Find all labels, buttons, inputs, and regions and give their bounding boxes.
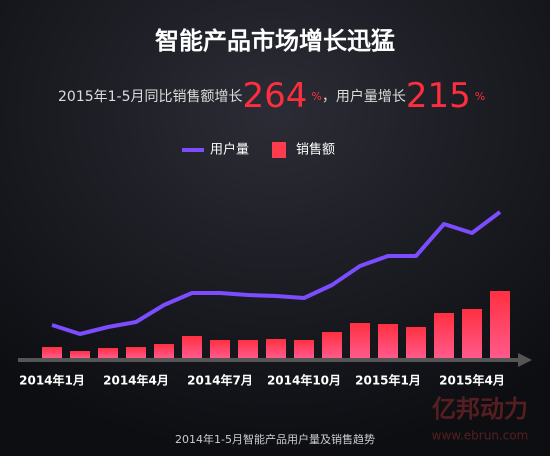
legend-swatch [272, 142, 286, 158]
bar [42, 347, 62, 358]
bar [350, 323, 370, 358]
x-tick-label: 2014年7月 [187, 373, 253, 388]
x-tick-label: 2014年10月 [267, 373, 341, 388]
bar [490, 291, 510, 358]
x-tick-label: 2015年1月 [355, 373, 421, 388]
x-tick-label: 2014年1月 [19, 373, 85, 388]
x-tick-label: 2014年4月 [103, 373, 169, 388]
watermark: www.ebrun.com [432, 429, 529, 443]
bar [126, 347, 146, 358]
bar [462, 309, 482, 358]
bar [238, 340, 258, 358]
bar [70, 351, 90, 358]
subtitle-text: ，用户量增长 [322, 88, 406, 105]
legend-label: 用户量 [210, 142, 249, 158]
bar [406, 327, 426, 358]
watermark: 亿邦动力 [432, 395, 528, 423]
bar [154, 344, 174, 358]
bar [210, 340, 230, 358]
subtitle-unit: % [475, 90, 485, 103]
bar [434, 313, 454, 358]
subtitle: 2015年1-5月同比销售额增长264 %，用户量增长215% [58, 76, 485, 116]
subtitle-text: 2015年1-5月同比销售额增长 [58, 89, 243, 105]
bar [98, 348, 118, 358]
bar [322, 332, 342, 358]
legend-label: 销售额 [296, 142, 335, 158]
line [51, 210, 502, 336]
chart-title: 智能产品市场增长迅猛 [155, 27, 395, 55]
axis-arrow [518, 353, 532, 367]
bar [378, 324, 398, 358]
bar [266, 339, 286, 358]
subtitle-number: 215 [406, 76, 471, 116]
footnote: 2014年1-5月智能产品用户量及销售趋势 [175, 432, 375, 446]
bar [182, 336, 202, 358]
x-tick-label: 2015年4月 [439, 373, 505, 388]
subtitle-unit: % [311, 90, 321, 103]
bar [294, 340, 314, 358]
subtitle-number: 264 [243, 76, 308, 116]
